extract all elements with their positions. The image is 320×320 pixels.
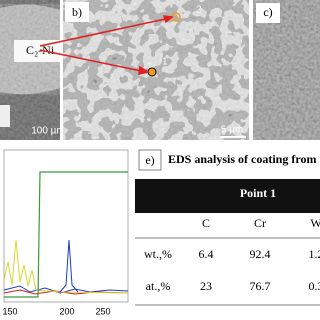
cell: 76.7 <box>250 279 271 293</box>
row-label: at.,% <box>146 279 171 293</box>
x-tick-label: 150 <box>2 306 17 316</box>
panel-b: b) 2 1 5 µm <box>63 0 249 140</box>
group-header: Point 1 <box>240 186 276 200</box>
spectrum: 150 200 250 <box>2 149 129 316</box>
panel-label: c) <box>263 5 272 19</box>
column-header: W <box>310 216 320 230</box>
cell: 0.3 <box>309 279 320 293</box>
cell: 1.2 <box>309 247 320 261</box>
cell: 23 <box>200 279 212 293</box>
point-label: 1 <box>162 57 168 68</box>
row-label: wt.,% <box>144 247 172 261</box>
panel-label: b) <box>72 5 82 19</box>
cell: 92.4 <box>250 247 271 261</box>
table-title: EDS analysis of coating from <box>168 152 316 166</box>
panel-label: e) <box>145 153 154 167</box>
scale-label: 100 µm <box>31 126 65 137</box>
arrows <box>39 15 174 75</box>
x-tick-label: 250 <box>95 306 110 316</box>
column-header: Cr <box>254 216 266 230</box>
point-label: 2 <box>196 5 202 16</box>
x-tick-label: 200 <box>59 306 74 316</box>
eds-table: e) EDS analysis of coating from Point 1 … <box>135 149 320 306</box>
column-header: C <box>202 216 210 230</box>
panel-c: c) <box>253 0 320 140</box>
cell: 6.4 <box>199 247 214 261</box>
panel-a: C₂-Ni 100 µm <box>0 0 65 140</box>
scale-label: 5 µm <box>221 125 243 136</box>
